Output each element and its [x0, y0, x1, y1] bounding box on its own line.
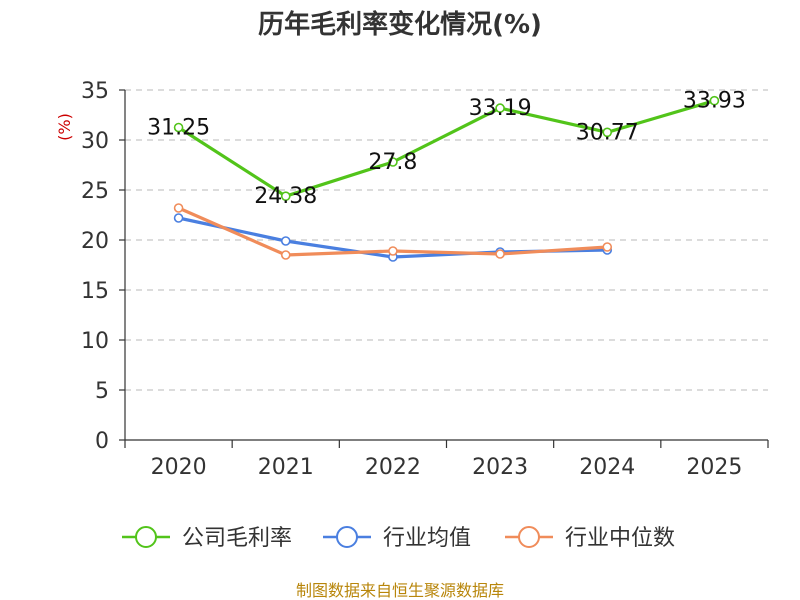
- source-note: 制图数据来自恒生聚源数据库: [296, 581, 504, 600]
- legend-item-1[interactable]: 行业均值: [323, 526, 471, 551]
- legend-item-2[interactable]: 行业中位数: [505, 526, 675, 551]
- legend-label: 行业均值: [383, 526, 471, 551]
- legend-item-0[interactable]: 公司毛利率: [122, 526, 292, 551]
- x-tick-label: 2022: [365, 455, 421, 480]
- y-tick-label: 20: [81, 229, 109, 254]
- y-tick-label: 0: [95, 429, 109, 454]
- data-point: [173, 122, 184, 133]
- legend-circle-icon: [135, 526, 157, 548]
- data-label: 31.25: [147, 116, 210, 141]
- legend-label: 行业中位数: [565, 526, 675, 551]
- y-tick-label: 5: [95, 379, 109, 404]
- y-tick-label: 35: [81, 79, 109, 104]
- data-label: 33.93: [683, 89, 746, 114]
- x-tick-label: 2025: [686, 455, 742, 480]
- y-tick-label: 25: [81, 179, 109, 204]
- data-label: 24.38: [254, 184, 317, 209]
- data-point: [173, 203, 184, 213]
- x-tick-label: 2021: [258, 455, 314, 480]
- y-tick-label: 30: [81, 129, 109, 154]
- data-point: [388, 246, 398, 256]
- data-point: [173, 213, 184, 223]
- data-point: [388, 157, 398, 167]
- data-label: 27.8: [368, 150, 417, 175]
- x-tick-label: 2023: [472, 455, 528, 480]
- data-point: [495, 249, 505, 259]
- legend-circle-icon: [336, 526, 358, 548]
- y-tick-label: 10: [81, 329, 109, 354]
- series-line: [177, 99, 715, 198]
- series-0: [173, 95, 720, 201]
- chart-title: 历年毛利率变化情况(%): [258, 9, 542, 40]
- data-point: [495, 103, 505, 113]
- series-2: [173, 203, 613, 260]
- data-point: [602, 242, 613, 252]
- data-labels: 31.25 24.38 27.8 33.19 30.77 33.93: [147, 89, 746, 210]
- data-label: 30.77: [576, 120, 639, 145]
- data-point: [280, 191, 291, 201]
- series-lines: [173, 95, 720, 262]
- data-point: [602, 127, 613, 138]
- data-point: [709, 95, 720, 106]
- x-tick-label: 2024: [579, 455, 635, 480]
- grid-lines: [125, 89, 768, 391]
- data-label: 33.19: [469, 96, 532, 121]
- legend: 公司毛利率 行业均值 行业中位数: [122, 526, 675, 551]
- y-tick-label: 15: [81, 279, 109, 304]
- legend-circle-icon: [518, 526, 540, 548]
- legend-label: 公司毛利率: [182, 526, 292, 551]
- data-point: [280, 236, 291, 246]
- y-axis-unit-label: (%): [55, 113, 74, 141]
- x-tick-label: 2020: [151, 455, 207, 480]
- data-point: [280, 250, 291, 260]
